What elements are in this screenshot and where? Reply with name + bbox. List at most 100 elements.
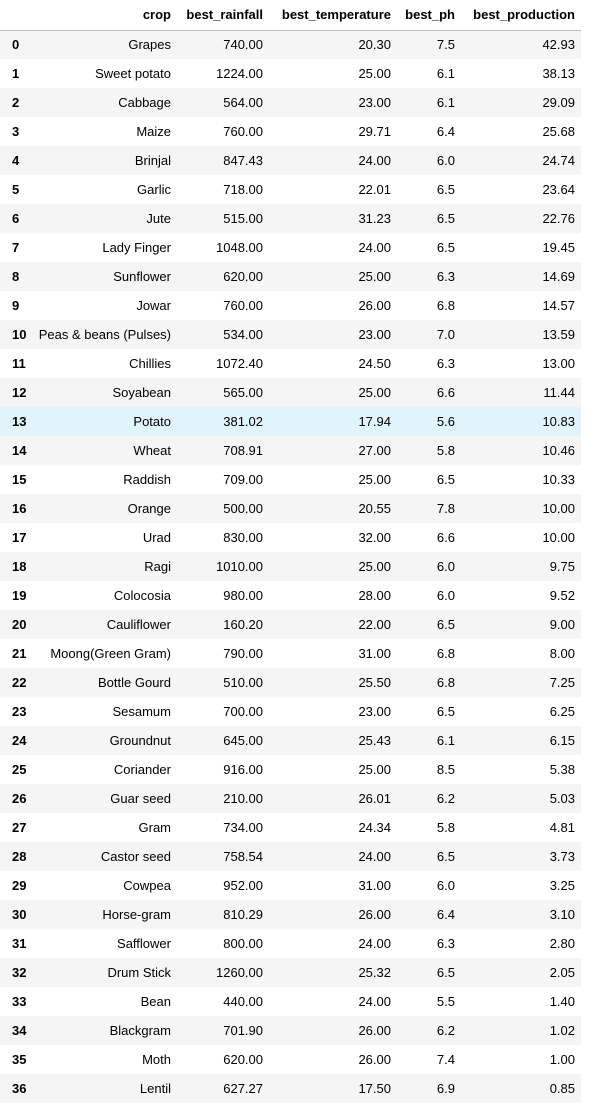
table-row: 5 Garlic 718.00 22.01 6.5 23.64 [0,175,581,204]
rainfall-cell: 980.00 [223,588,263,603]
row-index: 17 [12,530,27,545]
ph-cell: 5.8 [436,820,455,835]
rainfall-cell: 381.02 [223,414,263,429]
temperature-cell: 25.00 [358,385,391,400]
temperature-cell: 24.00 [358,936,391,951]
production-cell: 1.00 [549,1052,575,1067]
ph-cell: 6.5 [436,182,455,197]
best-rainfall-header: best_rainfall [177,0,269,31]
crop-cell: Urad [142,530,171,545]
ph-cell: 7.4 [436,1052,455,1067]
crop-cell: Cowpea [123,878,171,893]
table-row: 31 Safflower 800.00 24.00 6.3 2.80 [0,929,581,958]
temperature-cell: 23.00 [358,95,391,110]
ph-cell: 6.8 [436,675,455,690]
ph-cell: 5.6 [436,414,455,429]
production-cell: 1.02 [549,1023,575,1038]
rainfall-cell: 709.00 [223,472,263,487]
rainfall-cell: 1224.00 [216,66,263,81]
temperature-cell: 17.94 [358,414,391,429]
rainfall-cell: 790.00 [223,646,263,661]
temperature-cell: 27.00 [358,443,391,458]
temperature-cell: 23.00 [358,704,391,719]
table-row: 32 Drum Stick 1260.00 25.32 6.5 2.05 [0,958,581,987]
row-index: 27 [12,820,27,835]
temperature-cell: 26.00 [358,907,391,922]
rainfall-cell: 701.90 [223,1023,263,1038]
production-cell: 8.00 [549,646,575,661]
production-cell: 23.64 [542,182,575,197]
crop-cell: Wheat [133,443,171,458]
temperature-cell: 20.30 [358,37,391,53]
rainfall-cell: 760.00 [223,124,263,139]
crop-cell: Raddish [123,472,171,487]
rainfall-cell: 700.00 [223,704,263,719]
row-index: 22 [12,675,27,690]
ph-cell: 6.5 [436,240,455,255]
row-index: 6 [12,211,20,226]
rainfall-cell: 620.00 [223,269,263,284]
temperature-cell: 25.00 [358,66,391,81]
ph-cell: 6.9 [436,1081,455,1096]
temperature-cell: 25.32 [358,965,391,980]
crop-cell: Guar seed [110,791,171,806]
temperature-cell: 26.00 [358,298,391,313]
table-row: 20 Cauliflower 160.20 22.00 6.5 9.00 [0,610,581,639]
temperature-cell: 28.00 [358,588,391,603]
table-row: 13 Potato 381.02 17.94 5.6 10.83 [0,407,581,436]
rainfall-cell: 500.00 [223,501,263,516]
rainfall-cell: 847.43 [223,153,263,168]
temperature-cell: 24.34 [358,820,391,835]
crop-cell: Bean [140,994,171,1009]
table-row: 34 Blackgram 701.90 26.00 6.2 1.02 [0,1016,581,1045]
row-index: 19 [12,588,27,603]
row-index: 3 [12,124,20,139]
rainfall-cell: 534.00 [223,327,263,342]
ph-cell: 6.5 [436,849,455,864]
rainfall-cell: 1260.00 [216,965,263,980]
production-cell: 38.13 [542,66,575,81]
ph-cell: 7.0 [436,327,455,342]
table-row: 9 Jowar 760.00 26.00 6.8 14.57 [0,291,581,320]
crop-cell: Moong(Green Gram) [50,646,171,661]
table-row: 35 Moth 620.00 26.00 7.4 1.00 [0,1045,581,1074]
production-cell: 13.59 [542,327,575,342]
table-row: 11 Chillies 1072.40 24.50 6.3 13.00 [0,349,581,378]
table-row: 1 Sweet potato 1224.00 25.00 6.1 38.13 [0,59,581,88]
rainfall-cell: 1072.40 [216,356,263,371]
production-cell: 0.85 [549,1081,575,1096]
row-index: 1 [12,66,20,81]
ph-cell: 8.5 [436,762,455,777]
ph-cell: 5.8 [436,443,455,458]
row-index: 25 [12,762,27,777]
best-production-header: best_production [461,0,581,31]
row-index: 31 [12,936,27,951]
rainfall-cell: 708.91 [223,443,263,458]
production-cell: 4.81 [549,820,575,835]
table-row: 27 Gram 734.00 24.34 5.8 4.81 [0,813,581,842]
table-row: 30 Horse-gram 810.29 26.00 6.4 3.10 [0,900,581,929]
rainfall-cell: 440.00 [223,994,263,1009]
temperature-cell: 26.00 [358,1052,391,1067]
row-index: 2 [12,95,20,110]
ph-cell: 6.6 [436,530,455,545]
ph-cell: 6.1 [436,95,455,110]
temperature-cell: 22.01 [358,182,391,197]
ph-cell: 6.8 [436,646,455,661]
table-row: 21 Moong(Green Gram) 790.00 31.00 6.8 8.00 [0,639,581,668]
crop-cell: Safflower [117,936,171,951]
ph-cell: 6.0 [436,588,455,603]
table-row: 18 Ragi 1010.00 25.00 6.0 9.75 [0,552,581,581]
ph-cell: 6.3 [436,269,455,284]
ph-cell: 7.8 [436,501,455,516]
temperature-cell: 32.00 [358,530,391,545]
rainfall-cell: 210.00 [223,791,263,806]
rainfall-cell: 565.00 [223,385,263,400]
production-cell: 9.75 [549,559,575,574]
row-index: 15 [12,472,27,487]
production-cell: 10.46 [542,443,575,458]
production-cell: 22.76 [542,211,575,226]
temperature-cell: 24.50 [358,356,391,371]
temperature-cell: 24.00 [358,849,391,864]
temperature-cell: 31.00 [358,878,391,893]
